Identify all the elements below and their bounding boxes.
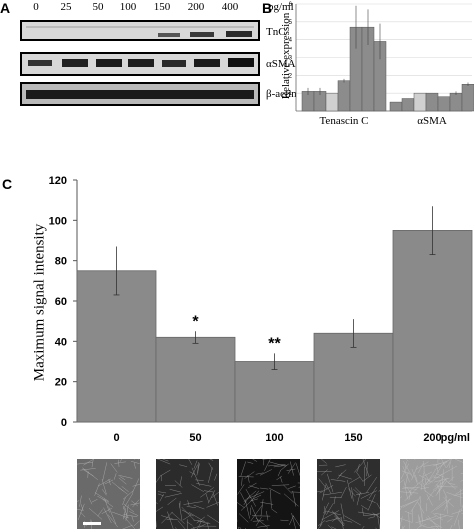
c-bar bbox=[155, 336, 236, 423]
blot-tnc bbox=[20, 20, 260, 41]
blot-label-tnc: TnC bbox=[266, 26, 286, 38]
b-ytick: 2 bbox=[289, 73, 293, 79]
micrograph-1 bbox=[77, 459, 140, 529]
blot-label-actin: β-actin bbox=[266, 88, 297, 100]
lane-label-100: 100 bbox=[119, 1, 137, 13]
c-category-label: 50 bbox=[189, 432, 201, 444]
c-bar bbox=[392, 230, 473, 423]
c-ytick: 0 bbox=[61, 417, 67, 429]
panel-a-unit: pg/ml bbox=[268, 1, 294, 13]
c-category-label: 150 bbox=[344, 432, 362, 444]
panel-a-letter: A bbox=[0, 0, 11, 16]
micrograph-3 bbox=[237, 459, 300, 529]
b-bar bbox=[425, 92, 439, 112]
actin-bands bbox=[26, 90, 254, 99]
b-bar bbox=[389, 101, 403, 112]
blot-actin bbox=[20, 82, 260, 106]
lane-label-400: 400 bbox=[221, 1, 239, 13]
micrograph-2 bbox=[156, 459, 219, 529]
b-bar bbox=[325, 92, 339, 112]
c-category-label: 0 bbox=[113, 432, 119, 444]
c-ytick: 20 bbox=[55, 377, 67, 389]
b-category-label: αSMA bbox=[417, 115, 447, 127]
b-category-label: Tenascin C bbox=[319, 115, 368, 127]
b-bar bbox=[337, 80, 351, 112]
micrograph-4 bbox=[317, 459, 380, 529]
blot-label-asma: αSMA bbox=[266, 58, 296, 70]
b-bar bbox=[401, 98, 415, 112]
micrograph-5 bbox=[400, 459, 463, 529]
asma-bands bbox=[28, 58, 254, 67]
chart-b: 1 2 3 4 5 6 Tenascin C αSMA bbox=[289, 2, 474, 127]
c-bar bbox=[234, 361, 315, 423]
lane-label-25: 25 bbox=[60, 1, 72, 13]
tnc-bands bbox=[26, 26, 254, 37]
b-ytick: 4 bbox=[289, 38, 293, 44]
c-ytick: 100 bbox=[49, 215, 67, 227]
c-category-label: 100 bbox=[265, 432, 283, 444]
lane-label-50: 50 bbox=[92, 1, 104, 13]
c-significance: * bbox=[192, 313, 199, 330]
scale-bar bbox=[83, 522, 101, 525]
b-bar bbox=[437, 96, 451, 112]
blot-asma bbox=[20, 52, 260, 76]
b-bar bbox=[449, 92, 463, 112]
b-bar bbox=[461, 84, 474, 112]
b-ytick: 5 bbox=[289, 20, 293, 26]
b-ytick: 3 bbox=[289, 56, 293, 62]
panel-c-letter: C bbox=[2, 176, 13, 192]
b-ytick: 6 bbox=[289, 2, 293, 8]
lane-label-200: 200 bbox=[187, 1, 205, 13]
c-ytick: 120 bbox=[49, 175, 67, 187]
c-bar bbox=[76, 270, 157, 423]
b-bar bbox=[413, 92, 427, 112]
c-ytick: 40 bbox=[55, 336, 67, 348]
c-category-label: 200 bbox=[423, 432, 441, 444]
c-unit-label: pg/ml bbox=[441, 432, 470, 444]
c-significance: ** bbox=[268, 335, 281, 352]
lane-label-0: 0 bbox=[33, 1, 39, 13]
c-ytick: 80 bbox=[55, 256, 67, 268]
c-ytick: 60 bbox=[55, 296, 67, 308]
lane-label-150: 150 bbox=[153, 1, 171, 13]
panel-b-letter: B bbox=[262, 0, 273, 16]
b-ytick: 1 bbox=[289, 91, 293, 97]
